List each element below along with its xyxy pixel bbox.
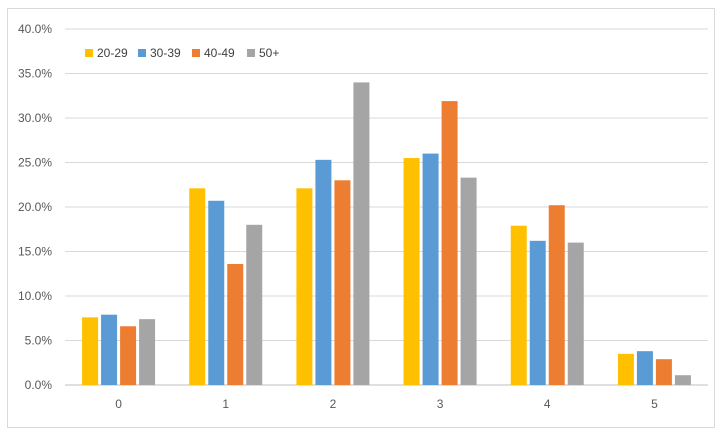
x-tick-label: 4 xyxy=(544,397,551,411)
bar-50-cat-1 xyxy=(246,224,263,385)
x-tick-label: 1 xyxy=(222,397,229,411)
bar-3039-cat-4 xyxy=(529,240,546,385)
bar-2029-cat-0 xyxy=(82,317,99,385)
bar-3039-cat-1 xyxy=(208,200,225,385)
gridlines xyxy=(65,28,708,386)
y-tick-label: 35.0% xyxy=(18,67,52,81)
y-tick-label: 20.0% xyxy=(18,200,52,214)
bar-3039-cat-5 xyxy=(636,351,653,385)
y-tick-label: 5.0% xyxy=(25,334,53,348)
legend-label: 40-49 xyxy=(204,46,235,60)
legend: 20-29 30-39 40-49 50+ xyxy=(85,46,279,60)
bar-50-cat-5 xyxy=(674,375,691,385)
bar-4049-cat-0 xyxy=(120,326,137,385)
y-tick-label: 25.0% xyxy=(18,156,52,170)
x-axis-ticks: 0 1 2 3 4 5 xyxy=(115,397,658,411)
y-tick-label: 15.0% xyxy=(18,245,52,259)
bar-2029-cat-3 xyxy=(403,158,420,385)
bar-2029-cat-1 xyxy=(189,188,206,385)
x-tick-label: 3 xyxy=(437,397,444,411)
bar-50-cat-2 xyxy=(353,82,370,386)
legend-swatch xyxy=(247,49,255,57)
bar-3039-cat-2 xyxy=(315,159,332,385)
bar-4049-cat-5 xyxy=(655,359,672,385)
legend-label: 50+ xyxy=(259,46,279,60)
legend-swatch xyxy=(85,49,93,57)
bar-2029-cat-4 xyxy=(510,225,527,385)
bar-4049-cat-4 xyxy=(548,205,565,385)
legend-swatch xyxy=(192,49,200,57)
y-tick-label: 0.0% xyxy=(25,378,53,392)
bar-3039-cat-0 xyxy=(101,314,118,385)
bars xyxy=(82,82,691,386)
y-tick-label: 10.0% xyxy=(18,289,52,303)
legend-label: 20-29 xyxy=(97,46,128,60)
y-axis-ticks: 0.0% 5.0% 10.0% 15.0% 20.0% 25.0% 30.0% 35.0% 40… xyxy=(18,22,52,392)
y-tick-label: 30.0% xyxy=(18,111,52,125)
bar-3039-cat-3 xyxy=(422,153,439,385)
x-tick-label: 5 xyxy=(651,397,658,411)
bar-4049-cat-1 xyxy=(227,263,244,385)
bar-50-cat-3 xyxy=(460,177,477,385)
bar-50-cat-4 xyxy=(567,242,584,385)
y-tick-label: 40.0% xyxy=(18,22,52,36)
legend-swatch xyxy=(138,49,146,57)
x-tick-label: 2 xyxy=(330,397,337,411)
bar-50-cat-0 xyxy=(139,319,156,385)
bar-4049-cat-2 xyxy=(334,180,351,385)
bar-2029-cat-5 xyxy=(617,353,634,385)
bar-4049-cat-3 xyxy=(441,101,458,385)
bar-2029-cat-2 xyxy=(296,188,313,385)
legend-label: 30-39 xyxy=(150,46,181,60)
x-tick-label: 0 xyxy=(115,397,122,411)
